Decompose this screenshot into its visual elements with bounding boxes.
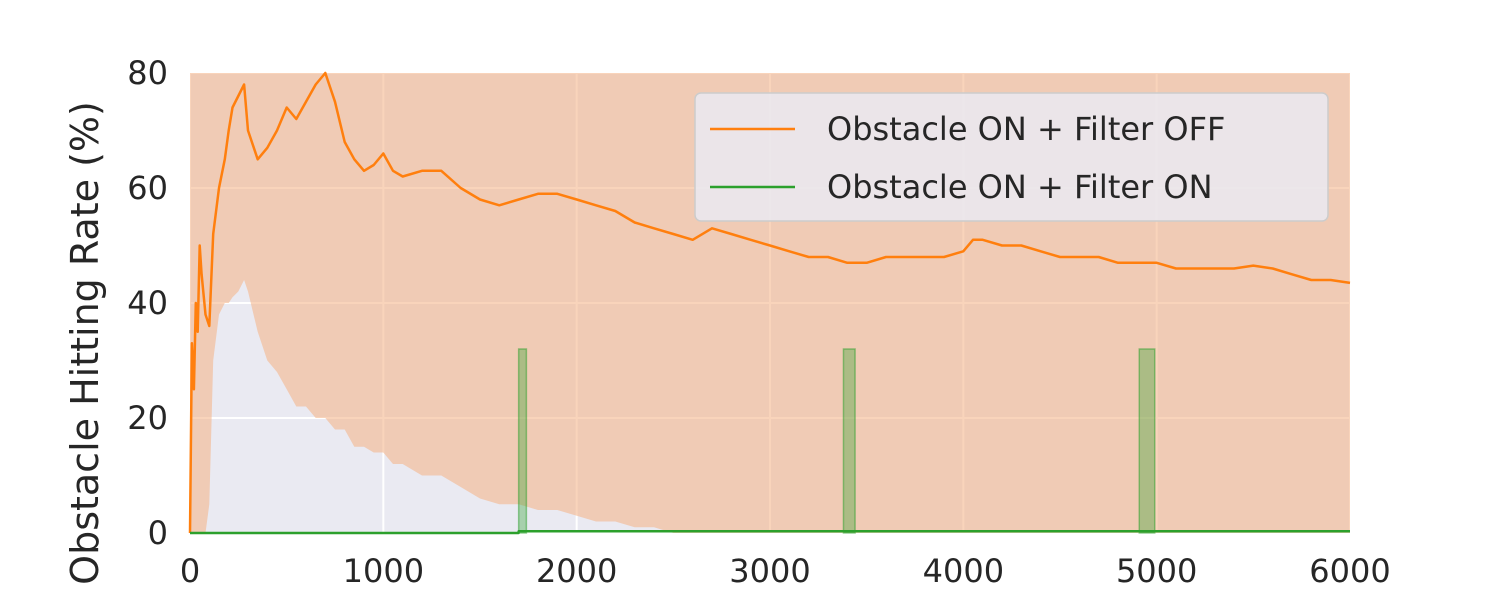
legend-box xyxy=(694,92,1329,222)
x-tick-label: 5000 xyxy=(1116,552,1197,590)
legend-label: Obstacle ON + Filter OFF xyxy=(827,110,1225,148)
x-tick-label: 1000 xyxy=(343,552,424,590)
x-tick-label: 2000 xyxy=(536,552,617,590)
y-axis-label: Obstacle Hitting Rate (%) xyxy=(63,101,107,585)
series-line-1 xyxy=(188,71,1351,534)
y-tick-label: 60 xyxy=(127,169,168,207)
confidence-band-spike xyxy=(842,348,856,534)
y-tick-label: 20 xyxy=(127,399,168,437)
series-line-2 xyxy=(190,530,1350,535)
x-axis-ticks: 0 1000 2000 3000 4000 5000 6000 xyxy=(180,552,1391,590)
confidence-band-spike xyxy=(517,348,528,534)
x-tick-label: 0 xyxy=(180,552,200,590)
confidence-band-spike xyxy=(1138,348,1156,534)
y-tick-label: 0 xyxy=(148,514,168,552)
legend: Obstacle ON + Filter OFF Obstacle ON + Fi… xyxy=(694,92,1329,222)
y-tick-label: 80 xyxy=(127,54,168,92)
legend-label: Obstacle ON + Filter ON xyxy=(827,168,1213,206)
x-tick-label: 6000 xyxy=(1309,552,1390,590)
x-tick-label: 4000 xyxy=(923,552,1004,590)
y-axis-ticks: 0 20 40 60 80 xyxy=(127,54,168,552)
y-tick-label: 40 xyxy=(127,284,168,322)
x-tick-label: 3000 xyxy=(729,552,810,590)
series-lines xyxy=(188,71,1351,535)
